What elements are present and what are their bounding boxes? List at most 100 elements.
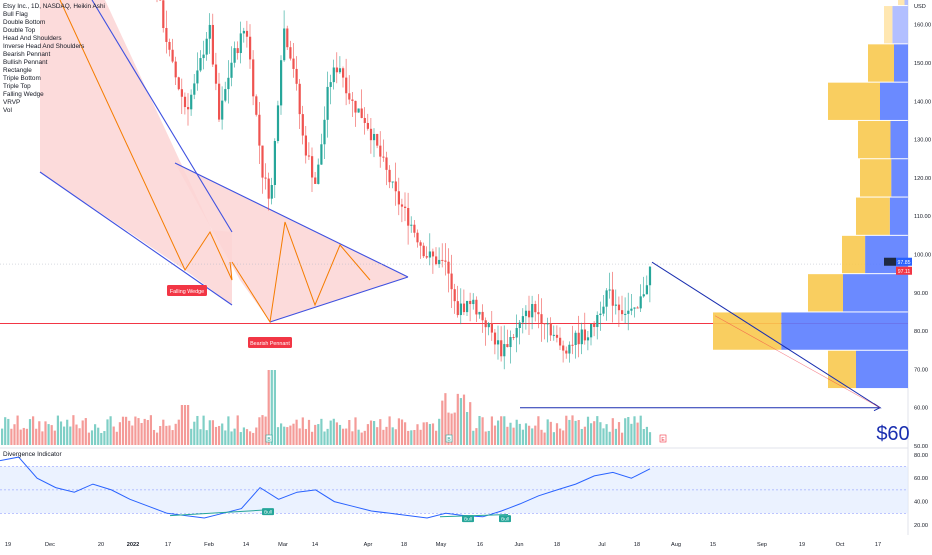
- candle-body: [227, 78, 229, 89]
- candle-body: [292, 59, 294, 69]
- candle-body: [587, 337, 589, 340]
- price-tick-label: 90.00: [914, 291, 928, 297]
- legend-item-10[interactable]: Falling Wedge: [3, 91, 105, 99]
- volume-bar: [286, 427, 288, 445]
- legend-item-7[interactable]: Rectangle: [3, 67, 105, 75]
- volume-bar: [258, 417, 260, 445]
- candle-body: [562, 346, 564, 351]
- legend-item-1[interactable]: Double Bottom: [3, 19, 105, 27]
- volume-bar: [416, 424, 418, 445]
- legend-item-5[interactable]: Bearish Pennant: [3, 51, 105, 59]
- volume-bar: [88, 433, 90, 445]
- candle-body: [351, 100, 353, 101]
- candle-body: [438, 260, 440, 264]
- volume-bar: [60, 421, 62, 445]
- volume-bar: [246, 429, 248, 445]
- target-label: $60: [876, 423, 909, 445]
- volume-bar: [17, 416, 19, 445]
- candle-body: [243, 31, 245, 34]
- volume-bar: [153, 430, 155, 445]
- candle-body: [429, 251, 431, 257]
- volume-bar: [441, 401, 443, 445]
- volume-bar: [593, 421, 595, 445]
- time-tick-label: 18: [401, 542, 407, 548]
- legend-item-12[interactable]: Vol: [3, 107, 105, 115]
- volume-bar: [407, 431, 409, 445]
- time-tick-label: Jun: [514, 542, 523, 548]
- price-tick-label: 110.00: [914, 214, 931, 220]
- volume-bar: [327, 429, 329, 445]
- volume-bar: [323, 431, 325, 445]
- candle-body: [339, 68, 341, 72]
- candle-body: [385, 157, 387, 169]
- chart-legend: Etsy Inc., 1D, NASDAQ, Heikin Ashi Bull …: [3, 3, 105, 115]
- time-tick-label: Mar: [278, 542, 288, 548]
- volume-bar: [345, 429, 347, 445]
- volume-bar: [509, 423, 511, 445]
- candle-body: [621, 310, 623, 314]
- candle-body: [494, 333, 496, 345]
- candle-body: [513, 337, 515, 338]
- volume-bar: [528, 426, 530, 445]
- candle-body: [432, 251, 434, 256]
- volume-bar: [283, 427, 285, 445]
- volume-bar: [172, 430, 174, 445]
- legend-item-4[interactable]: Inverse Head And Shoulders: [3, 43, 105, 51]
- volume-bar: [175, 424, 177, 445]
- volume-bar: [537, 416, 539, 445]
- candle-body: [444, 261, 446, 262]
- candle-body: [426, 256, 428, 257]
- vrvp-bar-down: [860, 159, 891, 196]
- candle-body: [389, 170, 391, 182]
- time-tick-label: 17: [165, 542, 171, 548]
- candle-body: [268, 179, 270, 199]
- candle-body: [305, 136, 307, 156]
- symbol-badge: [884, 258, 896, 266]
- volume-bar: [633, 416, 635, 445]
- volume-bar: [82, 420, 84, 445]
- time-tick-label: 19: [5, 542, 11, 548]
- legend-item-8[interactable]: Triple Bottom: [3, 75, 105, 83]
- volume-bar: [621, 433, 623, 445]
- legend-item-11[interactable]: VRVP: [3, 99, 105, 107]
- volume-bar: [460, 398, 462, 445]
- volume-bar: [606, 424, 608, 445]
- legend-item-9[interactable]: Triple Top: [3, 83, 105, 91]
- volume-bar: [463, 395, 465, 445]
- candle-body: [336, 68, 338, 73]
- legend-item-6[interactable]: Bullish Pennant: [3, 59, 105, 67]
- volume-bar: [314, 425, 316, 445]
- volume-bar: [234, 429, 236, 445]
- volume-bar: [587, 417, 589, 445]
- candle-body: [165, 28, 167, 42]
- candle-body: [413, 225, 415, 233]
- current-price-value: 97.85: [898, 260, 911, 266]
- volume-bar: [10, 429, 12, 445]
- volume-bar: [165, 426, 167, 445]
- candle-body: [311, 156, 313, 177]
- volume-bar: [413, 430, 415, 445]
- volume-bar: [274, 370, 276, 445]
- volume-bar: [361, 433, 363, 445]
- volume-bar: [333, 419, 335, 445]
- volume-bar: [358, 430, 360, 445]
- volume-bar: [472, 431, 474, 445]
- candle-body: [630, 309, 632, 311]
- volume-bar: [571, 415, 573, 445]
- price-tick-label: 160.00: [914, 23, 931, 29]
- legend-item-2[interactable]: Double Top: [3, 27, 105, 35]
- legend-item-3[interactable]: Head And Shoulders: [3, 35, 105, 43]
- volume-bar: [209, 420, 211, 445]
- volume-bar: [44, 421, 46, 445]
- candle-body: [528, 311, 530, 318]
- volume-bar: [190, 429, 192, 445]
- volume-bar: [432, 423, 434, 445]
- vrvp-bar-up: [781, 312, 908, 349]
- legend-item-0[interactable]: Bull Flag: [3, 11, 105, 19]
- candle-body: [525, 311, 527, 316]
- candle-body: [581, 329, 583, 344]
- candle-body: [506, 344, 508, 347]
- volume-bar: [367, 424, 369, 445]
